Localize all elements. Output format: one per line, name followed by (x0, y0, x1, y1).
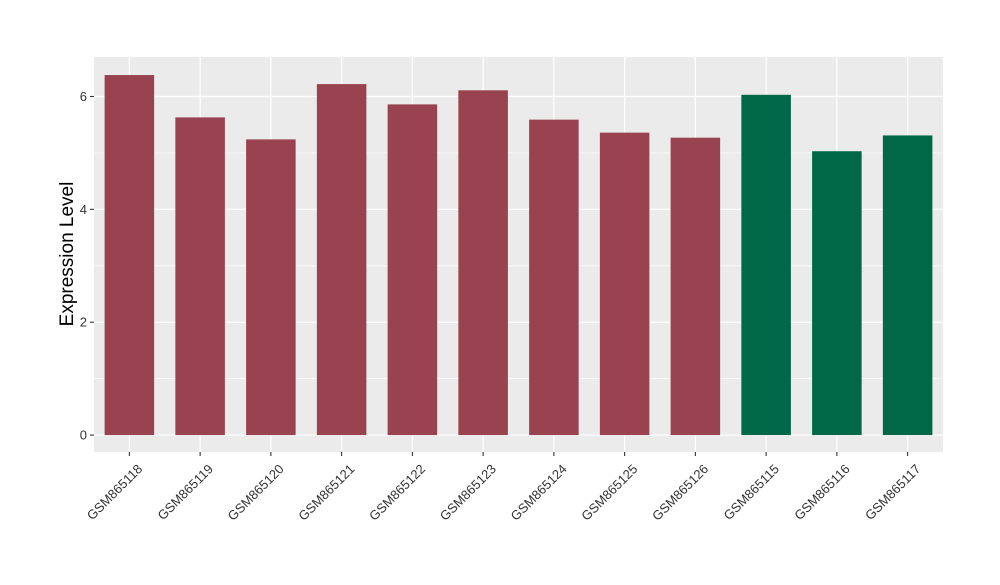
x-tick-label: GSM865118 (84, 461, 146, 523)
bar-GSM865120 (246, 139, 296, 436)
x-tick-label: GSM865120 (225, 461, 287, 523)
x-tick-label: GSM865116 (791, 461, 853, 523)
x-tick-label: GSM865115 (720, 461, 782, 523)
bar-GSM865124 (529, 119, 579, 436)
y-tick-label: 0 (80, 428, 87, 443)
x-tick-label: GSM865125 (578, 461, 640, 523)
bar-GSM865123 (458, 90, 508, 436)
bar-GSM865115 (741, 94, 791, 436)
bar-GSM865119 (175, 117, 225, 436)
x-tick-label: GSM865126 (649, 461, 711, 523)
x-tick-label: GSM865122 (366, 461, 428, 523)
x-tick-label: GSM865123 (437, 461, 499, 523)
x-tick-label: GSM865117 (862, 461, 924, 523)
y-tick-label: 4 (80, 202, 87, 217)
x-tick-label: GSM865119 (154, 461, 216, 523)
y-tick-label: 2 (80, 315, 87, 330)
bars (104, 75, 933, 436)
bar-GSM865116 (812, 151, 862, 436)
plot-panel (94, 57, 943, 452)
x-tick-label: GSM865124 (508, 461, 570, 523)
x-axis: GSM865118 GSM865119 GSM865120 GSM865121 GSM8… (84, 452, 924, 524)
bar-GSM865117 (882, 135, 933, 436)
y-tick-label: 6 (80, 89, 87, 104)
bar-GSM865126 (670, 137, 721, 436)
bar-GSM865122 (387, 104, 438, 436)
x-tick-label: GSM865121 (295, 461, 357, 523)
bar-GSM865125 (599, 132, 650, 436)
bar-GSM865118 (104, 75, 155, 436)
y-axis: 0 2 4 6 (80, 89, 94, 443)
y-axis-label: Expression Level (57, 182, 78, 327)
bar-GSM865121 (316, 84, 367, 436)
